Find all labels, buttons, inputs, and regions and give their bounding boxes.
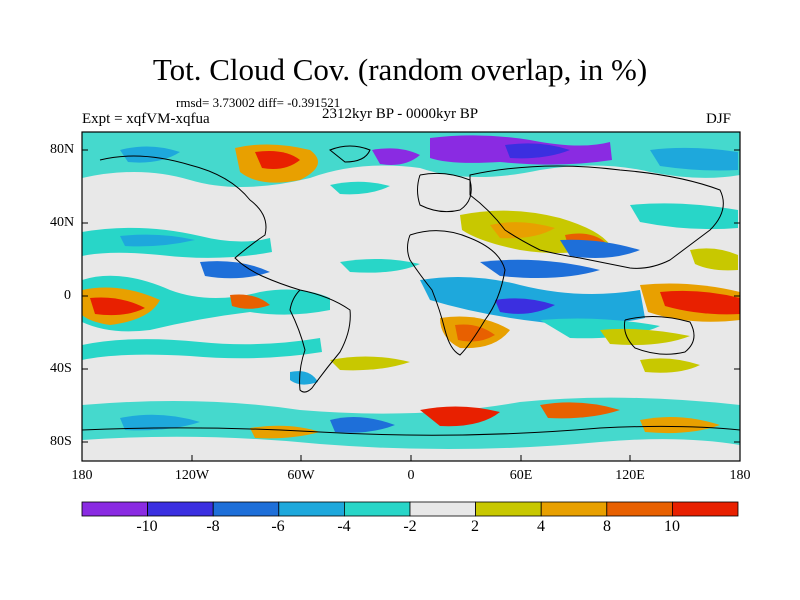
plot-title: Tot. Cloud Cov. (random overlap, in %) [152,52,648,87]
colorbar-label: -8 [206,518,220,535]
colorbar-label: -6 [271,518,285,535]
x-tick-label: 60W [287,468,315,483]
colorbar-box [81,501,148,517]
colorbar-label: -10 [136,518,158,535]
colorbar-label: -2 [403,518,417,535]
colorbar-box [409,501,476,517]
x-tick-marks [81,455,741,461]
y-tick-label: 40N [50,215,75,230]
colorbar-box [540,501,608,517]
colorbar-box [278,501,345,517]
colorbar-box [672,501,739,517]
colorbar [81,501,739,517]
x-tick-label: 120W [174,468,210,483]
anomaly-field [82,132,740,461]
x-tick-label: 180 [729,468,751,483]
x-tick-label: 0 [407,468,415,483]
x-tick-label: 60E [509,468,533,483]
colorbar-box [606,501,673,517]
colorbar-label: 10 [664,518,680,535]
y-tick-marks [82,149,740,443]
season-label: DJF [706,111,732,127]
x-tick-label: 180 [71,468,93,483]
period-label: 2312kyr BP - 0000kyr BP [322,106,479,122]
y-tick-label: 80N [50,142,75,157]
colorbar-box [147,501,214,517]
y-tick-label: 40S [50,361,72,376]
colorbar-label: 8 [603,518,611,535]
stats-text: rmsd= 3.73002 diff= -0.391521 [176,95,341,110]
y-tick-label: 0 [64,288,71,303]
colorbar-label: 2 [471,518,479,535]
colorbar-label: 4 [537,518,545,535]
colorbar-label: -4 [337,518,351,535]
colorbar-box [212,501,280,517]
coastlines [82,145,740,436]
colorbar-box [475,501,542,517]
colorbar-box [343,501,411,517]
experiment-label: Expt = xqfVM-xqfua [82,111,210,127]
y-tick-label: 80S [50,434,72,449]
x-tick-label: 120E [615,468,645,483]
